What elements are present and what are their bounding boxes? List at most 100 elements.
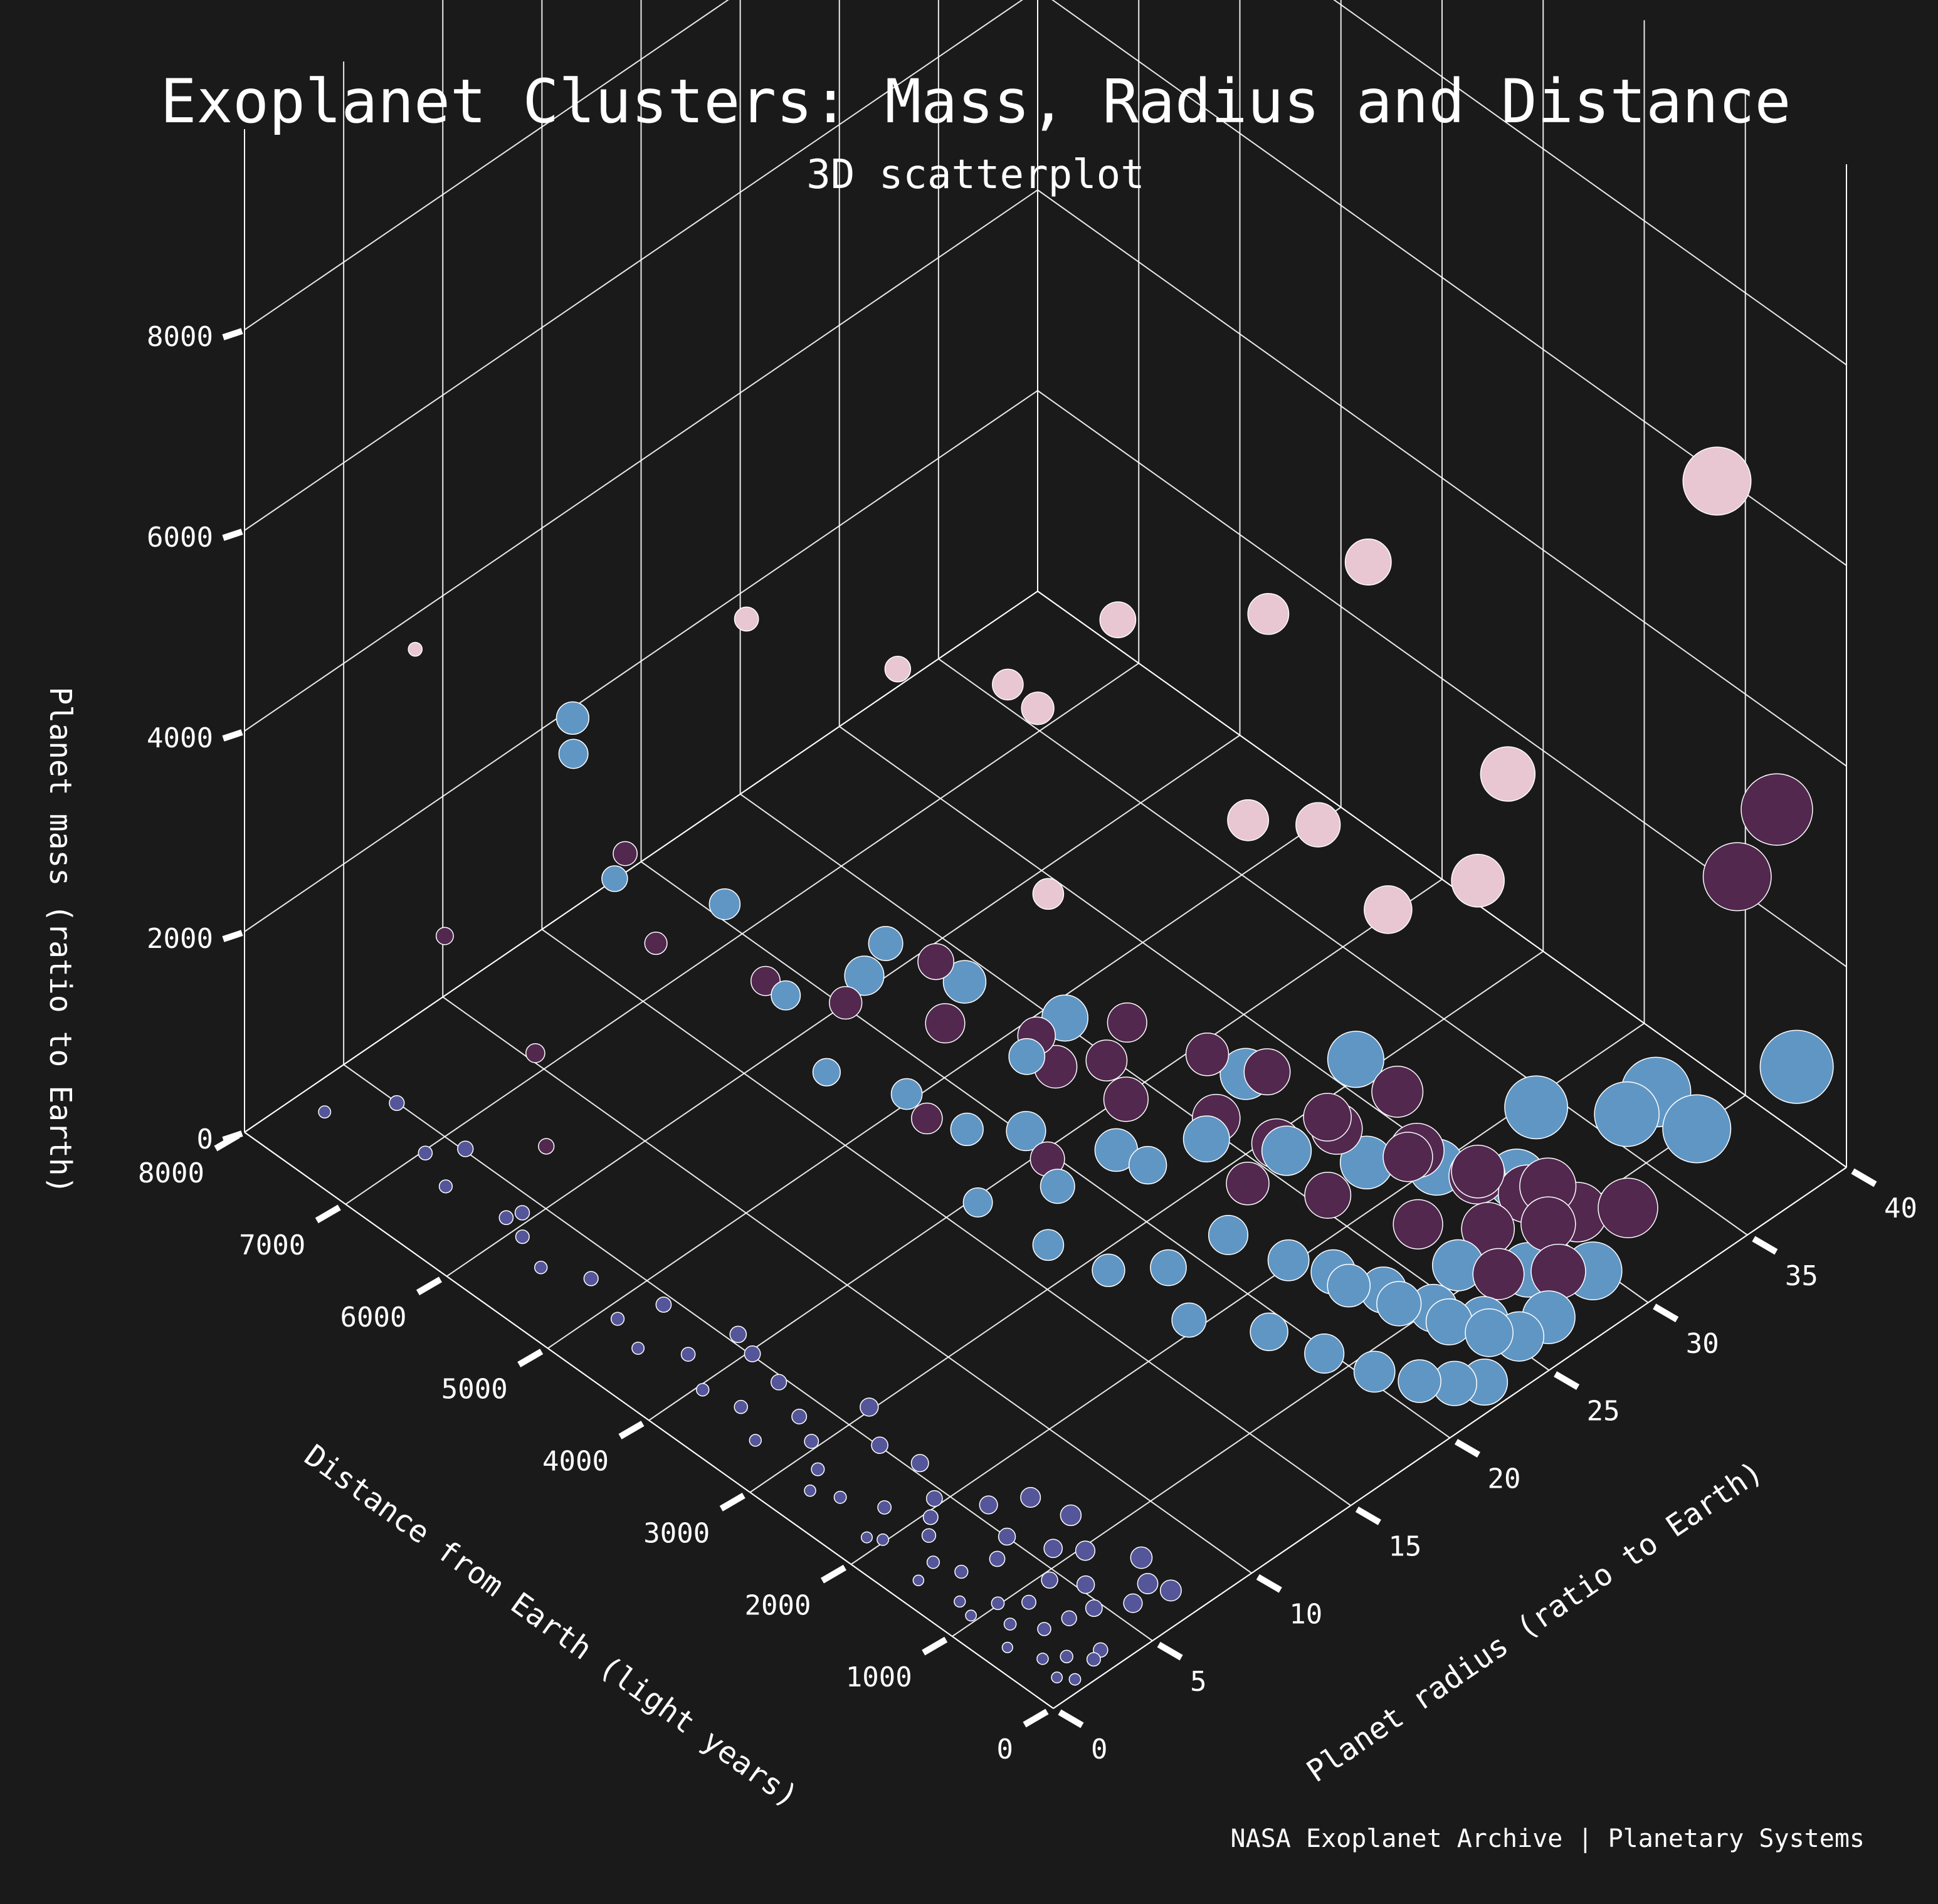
data-point xyxy=(515,1229,530,1244)
data-point xyxy=(1128,1145,1167,1185)
data-point xyxy=(734,1399,748,1414)
x-tick xyxy=(315,1204,341,1224)
data-point xyxy=(613,841,638,866)
data-point xyxy=(1021,1594,1036,1610)
data-point xyxy=(811,1462,825,1476)
y-tick-label: 30 xyxy=(1686,1328,1719,1360)
data-point xyxy=(954,1564,969,1579)
data-point xyxy=(1040,1169,1075,1204)
data-point xyxy=(538,1138,555,1155)
x-tick-label: 5000 xyxy=(441,1374,508,1406)
data-point xyxy=(1327,1263,1371,1308)
data-point xyxy=(556,701,590,735)
data-point xyxy=(770,1374,787,1391)
data-point xyxy=(1182,1115,1230,1163)
y-axis-line xyxy=(1053,1167,1847,1709)
data-point xyxy=(435,927,454,945)
data-point xyxy=(1103,1076,1149,1122)
data-point xyxy=(1303,1093,1352,1142)
y-tick xyxy=(1653,1303,1679,1323)
data-point xyxy=(1092,1253,1125,1287)
data-point xyxy=(1020,1486,1041,1508)
z-tick-label: 2000 xyxy=(147,923,213,955)
x-tick-label: 0 xyxy=(997,1733,1014,1765)
x-tick-label: 4000 xyxy=(542,1446,609,1478)
data-point xyxy=(1504,1075,1569,1140)
data-point xyxy=(644,932,668,955)
data-point xyxy=(1003,1617,1017,1631)
z-tick-label: 4000 xyxy=(147,722,213,754)
data-point xyxy=(1227,799,1270,841)
x-tick xyxy=(214,1132,240,1152)
data-point xyxy=(1123,1593,1143,1613)
y-tick xyxy=(1058,1709,1084,1728)
data-point xyxy=(1304,1333,1345,1374)
z-axis-label: Planet mass (ratio to Earth) xyxy=(43,686,78,1194)
data-point xyxy=(1364,885,1413,934)
data-point xyxy=(514,1205,530,1221)
gridline xyxy=(541,928,1351,1507)
data-point xyxy=(1086,1652,1101,1667)
data-point xyxy=(992,668,1024,701)
y-tick xyxy=(1752,1236,1778,1255)
x-tick-label: 8000 xyxy=(138,1157,204,1189)
y-tick-label: 0 xyxy=(1091,1733,1108,1765)
data-point xyxy=(1376,1281,1422,1327)
y-tick xyxy=(1554,1371,1580,1390)
data-point xyxy=(921,1528,937,1543)
x-tick xyxy=(820,1564,847,1584)
data-point xyxy=(418,1145,433,1160)
data-point xyxy=(1051,1671,1063,1684)
data-point xyxy=(868,925,903,961)
data-point xyxy=(1480,746,1536,802)
y-tick-label: 5 xyxy=(1190,1666,1207,1698)
data-point xyxy=(877,1500,892,1515)
data-point xyxy=(734,606,759,632)
data-point xyxy=(1032,1229,1065,1261)
data-point xyxy=(954,1595,966,1608)
data-point xyxy=(1001,1641,1013,1653)
data-point xyxy=(1099,601,1137,638)
x-tick xyxy=(1023,1708,1049,1728)
data-point xyxy=(1021,692,1055,725)
data-point xyxy=(1060,1649,1073,1663)
data-point xyxy=(922,1509,939,1525)
z-tick xyxy=(222,930,243,942)
data-point xyxy=(871,1436,888,1454)
data-point xyxy=(1451,853,1505,908)
data-point xyxy=(926,1555,940,1569)
x-tick xyxy=(922,1636,948,1656)
chart-subtitle: 3D scatterplot xyxy=(806,152,1144,198)
data-point xyxy=(1036,1653,1049,1665)
x-tick xyxy=(416,1276,443,1296)
gridlines xyxy=(244,0,1847,1709)
y-tick-label: 25 xyxy=(1587,1396,1620,1428)
data-point xyxy=(655,1297,672,1313)
data-point xyxy=(804,1484,816,1497)
data-point xyxy=(744,1345,761,1362)
data-point xyxy=(925,1490,943,1507)
gridline xyxy=(442,996,1252,1574)
data-point xyxy=(1208,1214,1249,1255)
x-tick-label: 3000 xyxy=(643,1517,710,1549)
chart-title: Exoplanet Clusters: Mass, Radius and Dis… xyxy=(161,66,1791,137)
y-tick xyxy=(1157,1641,1183,1661)
data-point xyxy=(680,1347,696,1362)
data-point xyxy=(1594,1081,1660,1147)
data-point xyxy=(1032,878,1065,910)
data-point xyxy=(457,1140,474,1157)
data-point xyxy=(860,1397,879,1417)
data-point xyxy=(1159,1579,1182,1602)
data-point xyxy=(1226,1162,1270,1206)
data-point xyxy=(1006,1111,1046,1152)
data-point xyxy=(1425,1298,1473,1345)
data-point xyxy=(1247,592,1290,635)
data-point xyxy=(771,980,801,1011)
axis-ticks: 0200040006000800001000200030004000500060… xyxy=(138,321,1917,1765)
gridline xyxy=(1037,591,1847,1168)
data-point xyxy=(1520,1196,1576,1252)
data-point xyxy=(1043,1538,1063,1559)
y-tick xyxy=(1256,1574,1282,1593)
y-tick xyxy=(1355,1507,1381,1525)
